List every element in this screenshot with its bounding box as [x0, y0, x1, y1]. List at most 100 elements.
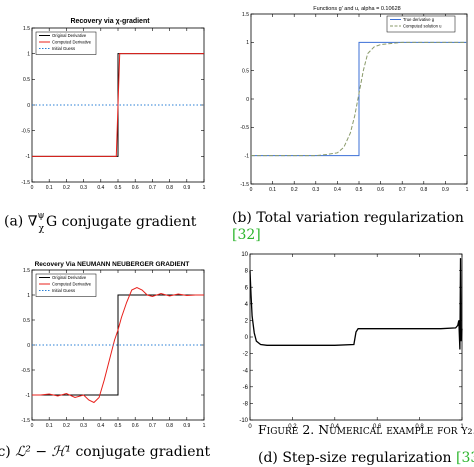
x-tick-label: 0.8 — [166, 185, 173, 191]
x-tick-label: 0.9 — [183, 423, 190, 429]
x-tick-label: 0.7 — [149, 423, 156, 429]
caption-d: (d) Step-size regularization [33] — [258, 450, 474, 467]
x-tick-label: 0.9 — [183, 185, 190, 191]
y-tick-label: 1.5 — [23, 268, 30, 274]
x-tick-label: 0.7 — [149, 185, 156, 191]
chart-d-axes — [249, 253, 463, 421]
y-tick-label: 1 — [27, 51, 30, 57]
x-tick-label: 0.6 — [373, 424, 382, 430]
x-tick-label: 1 — [460, 424, 464, 430]
y-tick-label: -0.5 — [21, 368, 30, 374]
chart-d-series-0 — [249, 258, 463, 350]
x-tick-label: 0.6 — [377, 187, 384, 193]
y-tick-label: 1 — [27, 293, 30, 299]
y-tick-label: 6 — [245, 285, 249, 291]
chart-b-plot: 1.510.50-0.5-1-1.50 0.1 0.2 0.3 0.4 0.5 0.6 0.7… — [240, 12, 468, 193]
x-tick-label: 1 — [203, 185, 206, 191]
x-tick-label: 0.7 — [399, 187, 406, 193]
chart-c-legend — [35, 273, 97, 297]
y-tick-label: -1.5 — [21, 180, 30, 186]
x-tick-label: 0.2 — [63, 185, 70, 191]
x-tick-label: 0.5 — [115, 185, 122, 191]
chart-b-title: Functions g' and u, alpha = 0.10628 — [313, 6, 400, 12]
x-tick-label: 0.8 — [415, 424, 424, 430]
chart-a-series-1 — [32, 53, 204, 157]
chart-a-plot: 1.510.50-0.5-1-1.50 0.1 0.2 0.3 0.4 0.5 0.6 0.7… — [21, 26, 205, 191]
x-tick-label: 0.2 — [291, 187, 298, 193]
caption-c: (c) ℒ² − ℋ¹ conjugate gradient — [0, 444, 211, 460]
x-tick-label: 0.6 — [132, 423, 139, 429]
y-tick-label: 1 — [246, 40, 249, 46]
y-tick-label: 4 — [245, 302, 249, 308]
y-tick-label: 8 — [245, 269, 249, 275]
x-tick-label: 0.2 — [63, 423, 70, 429]
x-tick-label: 0.2 — [288, 424, 297, 430]
chart-a: Recovery via χ-gradient 1.5 1 0.5 0 -0.5 -1 -1… — [21, 18, 205, 191]
y-tick-label: 0 — [246, 97, 249, 103]
legend-entry: Initial Guess — [52, 46, 75, 51]
x-tick-label: 0.1 — [269, 187, 276, 193]
legend-entry: Initial Guess — [52, 288, 75, 293]
x-tick-label: 0.6 — [132, 185, 139, 191]
x-tick-label: 0.8 — [420, 187, 427, 193]
y-tick-label: 0 — [245, 335, 249, 341]
chart-a-legend — [35, 31, 97, 55]
x-tick-label: 0 — [248, 424, 252, 430]
y-tick-label: 2 — [245, 319, 249, 325]
legend-entry: Computed solution u — [403, 24, 442, 29]
legend-entry: Original Derivative — [52, 33, 87, 38]
chart-b: Functions g' and u, alpha = 0.10628 1.5 1… — [240, 6, 468, 193]
y-tick-label: -1 — [26, 154, 31, 160]
x-tick-label: 0.3 — [80, 185, 87, 191]
caption-d-cite[interactable]: [33] — [455, 450, 474, 466]
legend-entry: True derivative g — [403, 17, 435, 22]
y-tick-label: 10 — [241, 252, 248, 258]
x-tick-label: 0 — [250, 187, 253, 193]
chart-a-title: Recovery via χ-gradient — [70, 18, 150, 25]
y-tick-label: -8 — [243, 402, 249, 408]
x-tick-label: 0.4 — [334, 187, 341, 193]
x-tick-label: 0.5 — [115, 423, 122, 429]
chart-c: Recovery Via NEUMANN NEUBERGER GRADIENT … — [21, 261, 205, 429]
y-tick-label: -1 — [26, 393, 31, 399]
y-tick-label: -0.5 — [21, 128, 30, 134]
x-tick-label: 0.4 — [97, 185, 104, 191]
x-tick-label: 0.1 — [46, 423, 53, 429]
y-tick-label: 0 — [27, 103, 30, 109]
x-tick-label: 0.1 — [46, 185, 53, 191]
caption-b: (b) Total variation regularization — [232, 210, 464, 226]
x-tick-label: 1 — [203, 423, 206, 429]
x-tick-label: 0.8 — [166, 423, 173, 429]
y-tick-label: -2 — [243, 352, 249, 358]
x-tick-label: 0.3 — [80, 423, 87, 429]
caption-a: (a) ∇ψχ G conjugate gradient — [4, 211, 197, 235]
chart-b-series-1 — [251, 41, 467, 157]
legend-entry: Computed Derivative — [52, 40, 92, 45]
y-tick-label: -0.5 — [240, 125, 249, 131]
y-tick-label: -1 — [245, 153, 250, 159]
chart-b-series-0 — [251, 41, 467, 157]
chart-c-plot: 1.510.50-0.5-1-1.50 0.1 0.2 0.3 0.4 0.5 0.6 0.7… — [21, 268, 205, 429]
y-tick-label: -1.5 — [240, 182, 249, 188]
y-tick-label: -10 — [239, 418, 248, 424]
chart-c-series-1 — [32, 286, 204, 404]
chart-b-legend — [386, 15, 456, 33]
x-tick-label: 0.5 — [356, 187, 363, 193]
x-tick-label: 0.3 — [312, 187, 319, 193]
legend-entry: Original Derivative — [52, 275, 87, 280]
x-tick-label: 1 — [466, 187, 469, 193]
y-tick-label: -6 — [243, 385, 249, 391]
y-tick-label: 1.5 — [242, 12, 249, 18]
y-tick-label: 0.5 — [23, 77, 30, 83]
y-tick-label: -1.5 — [21, 418, 30, 424]
x-tick-label: 0.4 — [97, 423, 104, 429]
chart-c-series-0 — [32, 294, 204, 396]
x-tick-label: 0 — [31, 423, 34, 429]
legend-entry: Computed Derivative — [52, 282, 92, 287]
caption-b-cite[interactable]: [32] — [232, 227, 261, 243]
x-tick-label: 0 — [31, 185, 34, 191]
y-tick-label: -4 — [243, 368, 249, 374]
y-tick-label: 0.5 — [242, 68, 249, 74]
y-tick-label: 0.5 — [23, 318, 30, 324]
